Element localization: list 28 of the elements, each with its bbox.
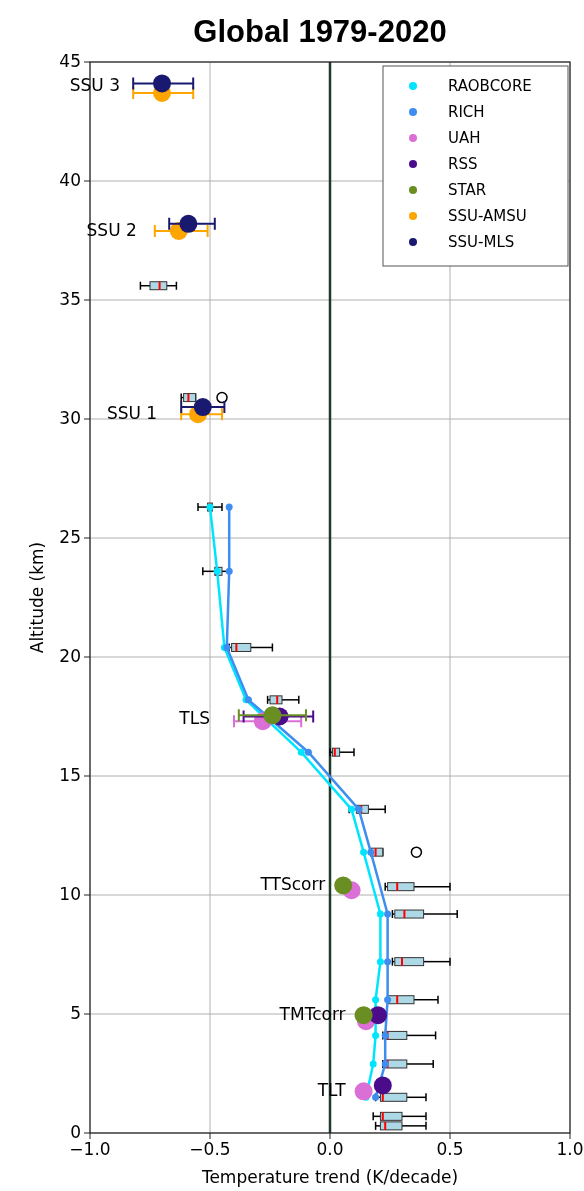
legend-label: SSU-AMSU [448,206,527,225]
x-tick-label: 0.0 [316,1139,344,1159]
annotation: TLS [178,707,210,728]
y-axis-title: Altitude (km) [27,541,47,654]
y-tick-label: 5 [70,1003,81,1023]
legend-label: SSU-MLS [448,232,515,251]
legend-label: UAH [448,128,481,147]
y-tick-label: 40 [59,170,81,190]
annotation: SSU 1 [106,403,158,424]
legend-label: RICH [448,102,485,121]
x-tick-label: −0.5 [189,1139,231,1159]
y-tick-label: 15 [59,765,81,785]
y-tick-label: 10 [59,884,81,904]
x-tick-label: 0.5 [436,1139,464,1159]
x-axis-title: Temperature trend (K/decade) [200,1167,459,1187]
x-tick-label: −1.0 [69,1139,111,1159]
legend-label: RSS [448,154,478,173]
y-tick-label: 45 [59,51,81,71]
chart-title: Global 1979-2020 [193,14,447,49]
legend-label: STAR [448,180,487,199]
legend-label: RAOBCORE [448,76,532,95]
y-tick-label: 20 [59,646,81,666]
y-tick-label: 35 [59,289,81,309]
annotation: TTScorr [259,874,326,895]
y-tick-label: 0 [70,1122,81,1142]
y-tick-label: 30 [59,408,81,428]
x-tick-label: 1.0 [556,1139,584,1159]
y-tick-label: 25 [59,527,81,547]
